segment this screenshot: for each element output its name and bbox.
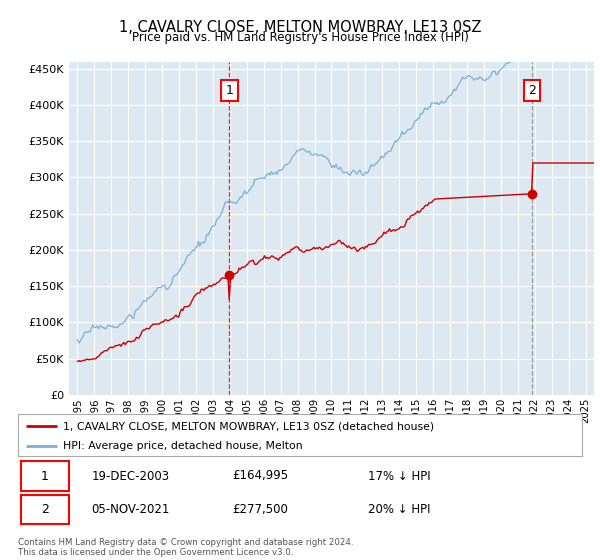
- Text: £164,995: £164,995: [232, 469, 289, 483]
- Text: Price paid vs. HM Land Registry's House Price Index (HPI): Price paid vs. HM Land Registry's House …: [131, 31, 469, 44]
- Text: HPI: Average price, detached house, Melton: HPI: Average price, detached house, Melt…: [63, 441, 303, 451]
- Text: 17% ↓ HPI: 17% ↓ HPI: [368, 469, 430, 483]
- Text: 1: 1: [41, 469, 49, 483]
- FancyBboxPatch shape: [21, 495, 69, 524]
- Text: 1: 1: [226, 84, 233, 97]
- Text: 1, CAVALRY CLOSE, MELTON MOWBRAY, LE13 0SZ (detached house): 1, CAVALRY CLOSE, MELTON MOWBRAY, LE13 0…: [63, 421, 434, 431]
- Text: Contains HM Land Registry data © Crown copyright and database right 2024.
This d: Contains HM Land Registry data © Crown c…: [18, 538, 353, 557]
- FancyBboxPatch shape: [21, 461, 69, 491]
- Text: £277,500: £277,500: [232, 503, 288, 516]
- Text: 19-DEC-2003: 19-DEC-2003: [91, 469, 169, 483]
- Text: 1, CAVALRY CLOSE, MELTON MOWBRAY, LE13 0SZ: 1, CAVALRY CLOSE, MELTON MOWBRAY, LE13 0…: [119, 20, 481, 35]
- Text: 20% ↓ HPI: 20% ↓ HPI: [368, 503, 430, 516]
- Text: 2: 2: [528, 84, 536, 97]
- Text: 2: 2: [41, 503, 49, 516]
- Text: 05-NOV-2021: 05-NOV-2021: [91, 503, 170, 516]
